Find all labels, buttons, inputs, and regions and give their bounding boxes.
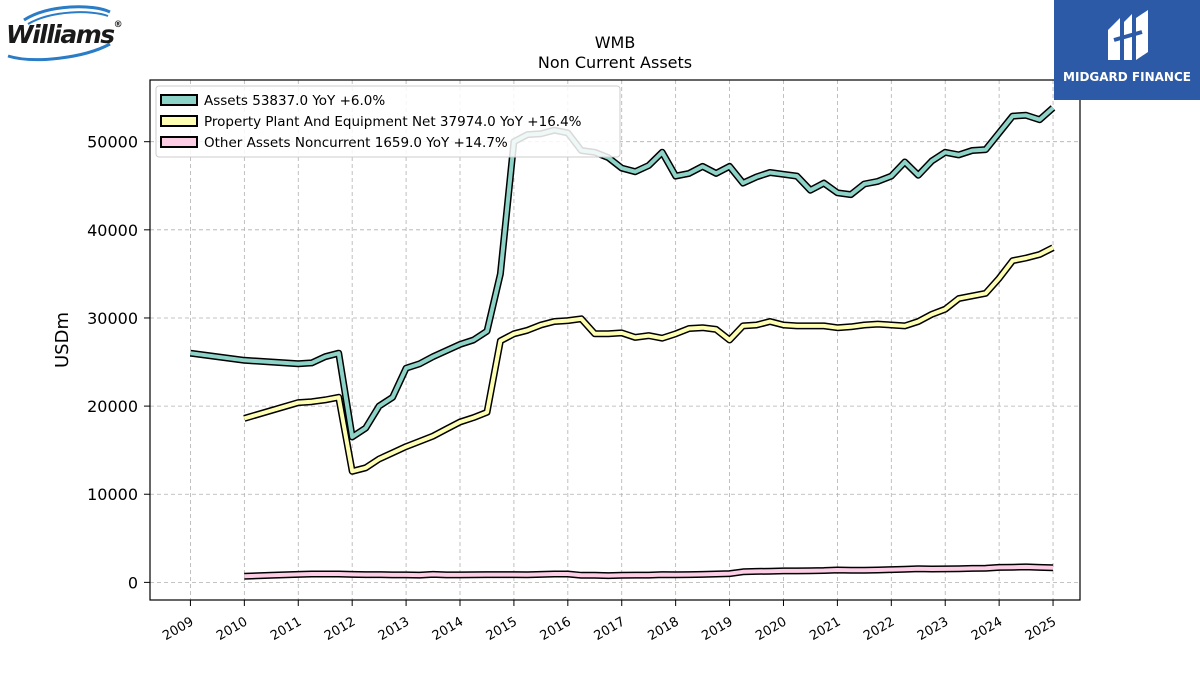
legend-label-2: Other Assets Noncurrent 1659.0 YoY +14.7…	[204, 135, 508, 151]
legend-label-0: Assets 53837.0 YoY +6.0%	[204, 93, 385, 109]
x-tick-label: 2010	[214, 614, 250, 644]
x-tick-label: 2015	[484, 614, 520, 644]
williams-wordmark: Williams®	[6, 20, 123, 49]
legend-swatch-0	[160, 94, 198, 106]
x-tick-label: 2009	[160, 614, 196, 644]
chart-title: WMB	[595, 33, 636, 52]
series-layer	[189, 105, 1056, 580]
x-tick-label: 2014	[430, 614, 466, 644]
chart-subtitle: Non Current Assets	[538, 53, 692, 72]
x-tick-label: 2022	[861, 614, 897, 644]
legend: Assets 53837.0 YoY +6.0% Property Plant A…	[155, 85, 621, 158]
y-tick-label: 30000	[87, 309, 138, 328]
y-tick-label: 10000	[87, 485, 138, 504]
williams-swoosh-icon	[7, 5, 111, 62]
series-line-1	[243, 245, 1054, 474]
y-tick-label: 40000	[87, 221, 138, 240]
series-line-0	[190, 106, 1055, 439]
y-axis-label: USDm	[52, 312, 73, 368]
x-tick-label: 2019	[699, 614, 735, 644]
x-tick-label: 2016	[538, 614, 574, 644]
x-tick-label: 2025	[1023, 614, 1059, 644]
midgard-brand-text: MIDGARD FINANCE	[1063, 70, 1191, 84]
plot-frame	[149, 79, 1081, 601]
x-tick-label: 2011	[268, 614, 304, 644]
y-tick-label: 20000	[87, 397, 138, 416]
x-tick-label: 2021	[807, 614, 843, 644]
series-outline-1	[243, 244, 1055, 475]
x-tick-label: 2017	[592, 614, 628, 644]
series-line-2	[244, 564, 1054, 579]
x-tick-label: 2023	[915, 614, 951, 644]
legend-box	[155, 85, 621, 158]
midgard-emblem-icon	[1108, 10, 1148, 60]
y-tick-label: 50000	[87, 133, 138, 152]
x-tick-label: 2013	[376, 614, 412, 644]
y-tick-label: 0	[128, 573, 138, 592]
x-tick-label: 2020	[753, 614, 789, 644]
williams-logo: Williams®	[4, 4, 123, 64]
legend-swatch-2	[160, 136, 198, 148]
midgard-finance-logo: MIDGARD FINANCE	[1054, 0, 1200, 100]
legend-label-1: Property Plant And Equipment Net 37974.0…	[204, 114, 582, 130]
x-tick-label: 2012	[322, 614, 358, 644]
x-tick-label: 2018	[645, 614, 681, 644]
legend-swatch-1	[160, 115, 198, 127]
x-tick-label: 2024	[969, 614, 1005, 644]
